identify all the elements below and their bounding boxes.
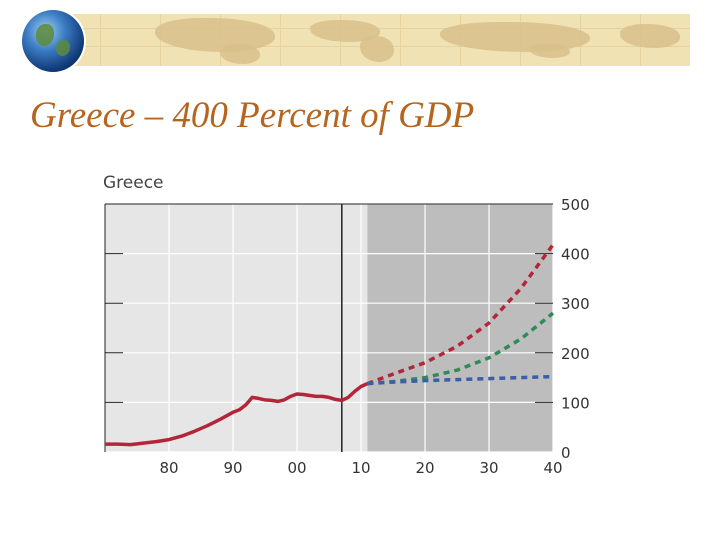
x-tick-label: 10	[351, 459, 370, 477]
series-line-1	[105, 382, 369, 447]
projection-shade	[367, 204, 553, 452]
y-tick-label: 0	[561, 444, 571, 462]
y-tick-label: 500	[561, 196, 590, 214]
x-tick-label: 00	[287, 459, 306, 477]
x-tick-label: 20	[415, 459, 434, 477]
series-line-4	[367, 374, 554, 386]
y-tick-label: 200	[561, 345, 590, 363]
x-tick-label: 40	[543, 459, 562, 477]
y-tick-label: 400	[561, 246, 590, 264]
series-line-2	[366, 243, 555, 386]
x-tick-label: 30	[479, 459, 498, 477]
slide-title: Greece – 400 Percent of GDP	[30, 95, 475, 136]
chart-title: Greece	[103, 173, 164, 193]
chart-canvas: Greece 0 100 200 300 400 500 80 90 00 10 20 30 40	[103, 173, 590, 477]
x-tick-label: 90	[223, 459, 242, 477]
world-map-banner	[60, 14, 690, 66]
world-map-icon	[155, 18, 275, 52]
globe-icon	[22, 10, 84, 72]
y-tick-label: 100	[561, 394, 590, 412]
debt-chart: Greece 0 100 200 300 400 500 80 90 00 10 20 30 40	[95, 165, 635, 505]
y-tick-label: 300	[561, 295, 590, 313]
x-tick-label: 80	[159, 459, 178, 477]
